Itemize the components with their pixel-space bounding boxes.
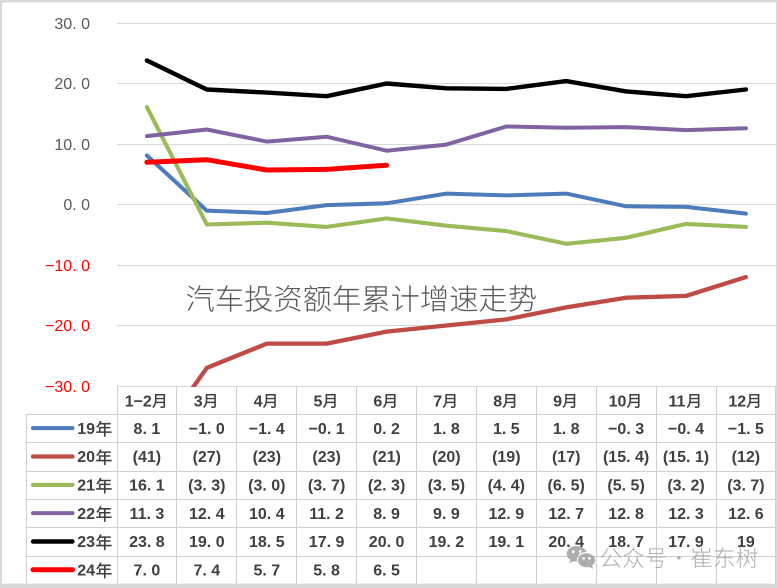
svg-text:12. 6: 12. 6 bbox=[728, 506, 764, 523]
svg-text:3: 3 bbox=[194, 393, 203, 410]
svg-text:−30. 0: −30. 0 bbox=[45, 379, 90, 396]
svg-text:1. 8: 1. 8 bbox=[433, 421, 460, 438]
svg-text:11. 2: 11. 2 bbox=[309, 506, 344, 523]
svg-text:12. 3: 12. 3 bbox=[668, 506, 704, 523]
svg-text:0. 0: 0. 0 bbox=[63, 197, 90, 214]
svg-text:4: 4 bbox=[254, 393, 263, 410]
svg-text:16. 1: 16. 1 bbox=[129, 478, 165, 495]
svg-text:5. 7: 5. 7 bbox=[253, 562, 280, 579]
svg-text:8. 1: 8. 1 bbox=[134, 421, 161, 438]
svg-text:18. 5: 18. 5 bbox=[249, 534, 285, 551]
svg-text:1−2: 1−2 bbox=[125, 393, 152, 410]
svg-text:5. 8: 5. 8 bbox=[313, 562, 340, 579]
svg-text:10: 10 bbox=[609, 393, 627, 410]
svg-text:(3. 2): (3. 2) bbox=[667, 478, 704, 495]
svg-text:20: 20 bbox=[77, 449, 95, 466]
svg-text:(27): (27) bbox=[193, 449, 221, 466]
svg-text:(3. 3): (3. 3) bbox=[188, 478, 225, 495]
svg-text:(23): (23) bbox=[253, 449, 281, 466]
svg-text:12. 4: 12. 4 bbox=[189, 506, 225, 523]
svg-text:−0. 3: −0. 3 bbox=[608, 421, 644, 438]
svg-text:(6. 5): (6. 5) bbox=[548, 478, 585, 495]
svg-text:8. 9: 8. 9 bbox=[373, 506, 400, 523]
svg-text:20. 0: 20. 0 bbox=[54, 76, 90, 93]
svg-text:1. 5: 1. 5 bbox=[493, 421, 520, 438]
svg-text:(20): (20) bbox=[432, 449, 460, 466]
svg-text:17. 9: 17. 9 bbox=[668, 534, 704, 551]
svg-text:19. 0: 19. 0 bbox=[189, 534, 225, 551]
svg-text:8: 8 bbox=[493, 393, 502, 410]
svg-text:(19): (19) bbox=[492, 449, 520, 466]
svg-text:(15. 4): (15. 4) bbox=[603, 449, 649, 466]
svg-text:−10. 0: −10. 0 bbox=[45, 258, 90, 275]
svg-text:(5. 5): (5. 5) bbox=[607, 478, 644, 495]
svg-text:12. 7: 12. 7 bbox=[548, 506, 584, 523]
svg-text:−0. 4: −0. 4 bbox=[668, 421, 704, 438]
svg-text:7. 0: 7. 0 bbox=[134, 562, 161, 579]
svg-text:11: 11 bbox=[669, 393, 686, 410]
svg-text:(21): (21) bbox=[372, 449, 400, 466]
svg-text:30. 0: 30. 0 bbox=[54, 16, 90, 33]
svg-text:(17): (17) bbox=[552, 449, 580, 466]
svg-text:18. 7: 18. 7 bbox=[608, 534, 644, 551]
svg-text:(23): (23) bbox=[312, 449, 340, 466]
svg-text:23. 8: 23. 8 bbox=[129, 534, 165, 551]
svg-text:12. 8: 12. 8 bbox=[608, 506, 644, 523]
svg-text:(3. 7): (3. 7) bbox=[308, 478, 345, 495]
svg-text:(2. 3): (2. 3) bbox=[368, 478, 405, 495]
svg-text:20. 0: 20. 0 bbox=[369, 534, 405, 551]
svg-text:5: 5 bbox=[314, 393, 323, 410]
svg-text:0. 2: 0. 2 bbox=[373, 421, 400, 438]
svg-text:24: 24 bbox=[77, 562, 95, 579]
svg-text:9: 9 bbox=[553, 393, 562, 410]
svg-text:(15. 1): (15. 1) bbox=[663, 449, 709, 466]
svg-text:19: 19 bbox=[77, 421, 95, 438]
svg-text:1. 8: 1. 8 bbox=[553, 421, 580, 438]
svg-text:12: 12 bbox=[728, 393, 746, 410]
svg-text:9. 9: 9. 9 bbox=[433, 506, 460, 523]
svg-text:6. 5: 6. 5 bbox=[373, 562, 400, 579]
svg-text:−20. 0: −20. 0 bbox=[45, 318, 90, 335]
svg-text:(41): (41) bbox=[133, 449, 161, 466]
svg-text:11. 3: 11. 3 bbox=[130, 506, 165, 523]
svg-text:19: 19 bbox=[737, 534, 755, 551]
svg-text:−1. 5: −1. 5 bbox=[728, 421, 764, 438]
svg-text:(12): (12) bbox=[732, 449, 760, 466]
svg-text:19. 2: 19. 2 bbox=[429, 534, 465, 551]
svg-text:7: 7 bbox=[433, 393, 442, 410]
svg-text:7. 4: 7. 4 bbox=[193, 562, 220, 579]
svg-text:(4. 4): (4. 4) bbox=[488, 478, 525, 495]
svg-text:−1. 0: −1. 0 bbox=[189, 421, 225, 438]
svg-text:22: 22 bbox=[77, 506, 95, 523]
svg-text:(3. 0): (3. 0) bbox=[248, 478, 285, 495]
svg-text:21: 21 bbox=[77, 478, 95, 495]
svg-text:19. 1: 19. 1 bbox=[489, 534, 525, 551]
svg-text:(3. 5): (3. 5) bbox=[428, 478, 465, 495]
svg-text:(3. 7): (3. 7) bbox=[727, 478, 764, 495]
svg-text:23: 23 bbox=[77, 534, 95, 551]
svg-text:10. 0: 10. 0 bbox=[54, 137, 90, 154]
svg-text:12. 9: 12. 9 bbox=[489, 506, 525, 523]
svg-text:−0. 1: −0. 1 bbox=[309, 421, 345, 438]
svg-text:−1. 4: −1. 4 bbox=[249, 421, 285, 438]
svg-text:6: 6 bbox=[373, 393, 382, 410]
svg-text:17. 9: 17. 9 bbox=[309, 534, 345, 551]
svg-text:10. 4: 10. 4 bbox=[249, 506, 285, 523]
